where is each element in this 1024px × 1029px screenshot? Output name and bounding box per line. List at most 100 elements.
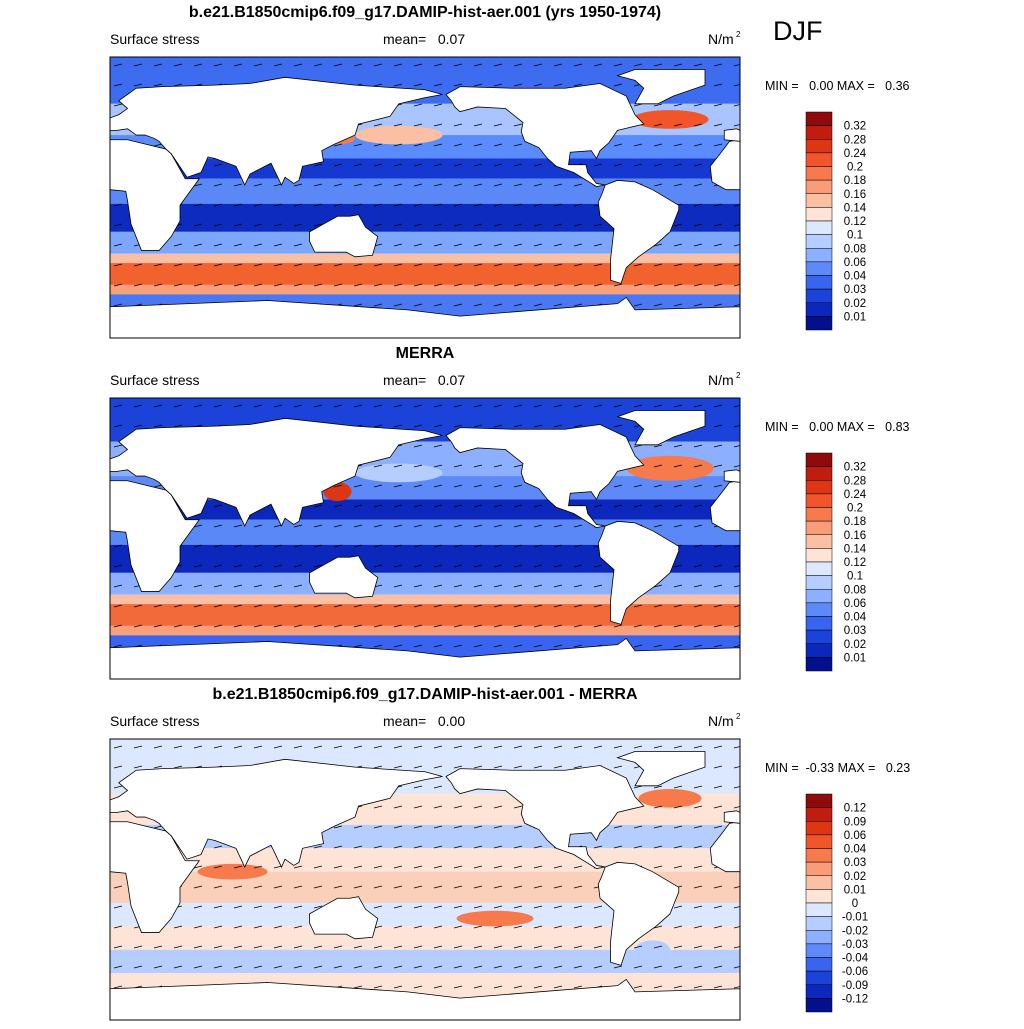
wind-vector [313,404,323,408]
colorbar-label: -0.06 [842,966,868,978]
wind-vector [373,905,383,909]
wind-vector [213,564,223,568]
colorbar-box [805,916,833,931]
wind-vector [253,965,263,969]
wind-vector [693,544,703,548]
wind-vector [633,644,643,648]
colorbar-box [805,957,833,972]
wind-vector [433,845,443,849]
wind-vector [153,945,163,949]
land [616,69,706,105]
wind-vector [393,303,403,307]
wind-vector [313,283,323,287]
wind-vector [693,624,703,628]
wind-vector [213,183,223,187]
wind-vector [573,203,583,207]
wind-vector [113,223,123,227]
wind-vector [273,584,283,588]
colorbar-label: -0.12 [842,993,868,1005]
wind-vector [233,283,243,287]
wind-vector [473,464,483,468]
colorbar-box [805,602,833,617]
wind-vector [653,845,663,849]
land [110,296,740,338]
panel-title: MERRA [396,345,455,362]
wind-vector [413,444,423,448]
wind-vector [493,303,503,307]
wind-vector [373,564,383,568]
wind-vector [513,564,523,568]
wind-vector [313,624,323,628]
wind-vector [533,163,543,167]
wind-vector [693,905,703,909]
colorbar-box [805,861,833,876]
wind-vector [573,584,583,588]
wind-vector [333,945,343,949]
wind-vector [473,885,483,889]
wind-vector [213,223,223,227]
wind-vector [173,283,183,287]
ocean-band [110,625,740,636]
wind-vector [473,805,483,809]
land [445,765,645,869]
wind-vector [513,945,523,949]
wind-vector [733,84,740,87]
wind-vector [353,504,363,508]
wind-vector [293,183,303,187]
wind-vector [173,945,183,949]
wind-vector [473,504,483,508]
wind-vector [653,524,663,528]
wind-vector [333,885,343,889]
wind-vector [393,464,403,468]
wind-vector [473,624,483,628]
wind-vector [693,604,703,608]
wind-vector [373,644,383,648]
wind-vector [493,544,503,548]
wind-vector [733,585,740,588]
wind-vector [653,243,663,247]
colorbar-label: 0.06 [844,598,866,610]
wind-vector [513,865,523,869]
wind-vector [253,243,263,247]
wind-vector [393,484,403,488]
wind-vector [273,223,283,227]
wind-vector [313,905,323,909]
wind-vector [613,143,623,147]
wind-vector [633,504,643,508]
colorbar-label: 0.18 [844,175,866,187]
wind-vector [433,524,443,528]
wind-vector [413,965,423,969]
wind-vector [113,303,123,307]
wind-vector [473,644,483,648]
wind-vector [533,504,543,508]
wind-vector [733,966,740,969]
wind-vector [733,244,740,247]
wind-vector [513,845,523,849]
wind-vector [273,544,283,548]
wind-vector [633,444,643,448]
wind-vector [333,183,343,187]
wind-vector [373,163,383,167]
wind-vector [113,945,123,949]
wind-vector [113,444,123,448]
wind-vector [213,905,223,909]
wind-vector [413,584,423,588]
wind-vector [693,243,703,247]
colorbar-box [805,793,833,808]
wind-vector [473,283,483,287]
wind-vector [533,424,543,428]
wind-vector [513,123,523,127]
wind-vector [393,965,403,969]
units-label: N/m [708,372,734,388]
wind-vector [553,183,563,187]
wind-vector [593,965,603,969]
wind-vector [333,865,343,869]
wind-vector [193,404,203,408]
wind-vector [573,544,583,548]
wind-vector [393,123,403,127]
wind-vector [573,243,583,247]
wind-vector [533,604,543,608]
wind-vector [673,163,683,167]
wind-vector [233,223,243,227]
wind-vector [413,263,423,267]
